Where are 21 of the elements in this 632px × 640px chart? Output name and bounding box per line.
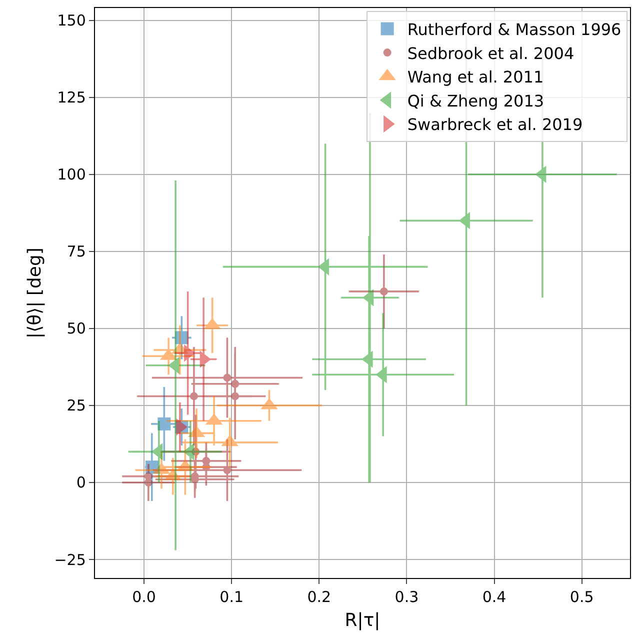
y-tick-label: 100 bbox=[57, 166, 86, 184]
x-tick-label: 0.1 bbox=[220, 588, 244, 606]
x-tick-label: 0.0 bbox=[132, 588, 156, 606]
y-tick-label: 25 bbox=[66, 396, 86, 415]
legend-label: Qi & Zheng 2013 bbox=[407, 91, 544, 110]
y-tick-label: 0 bbox=[76, 474, 86, 492]
y-tick-label: 150 bbox=[57, 12, 86, 30]
x-tick-label: 0.4 bbox=[482, 588, 506, 606]
legend-label: Rutherford & Masson 1996 bbox=[407, 20, 622, 39]
y-tick-label: 75 bbox=[66, 242, 86, 261]
y-tick-label: 50 bbox=[66, 320, 86, 338]
x-axis-title: R|τ| bbox=[344, 610, 380, 632]
legend-label: Sedbrook et al. 2004 bbox=[407, 44, 574, 63]
x-tick-label: 0.2 bbox=[307, 588, 332, 606]
legend-label: Swarbreck et al. 2019 bbox=[407, 115, 583, 134]
legend-label: Wang et al. 2011 bbox=[407, 68, 544, 87]
y-tick-label: −25 bbox=[54, 550, 86, 569]
x-tick-label: 0.3 bbox=[394, 588, 419, 606]
y-tick-label: 125 bbox=[57, 88, 86, 107]
y-axis-title: |⟨θ⟩| [deg] bbox=[24, 248, 46, 338]
x-tick-label: 0.5 bbox=[570, 588, 594, 606]
